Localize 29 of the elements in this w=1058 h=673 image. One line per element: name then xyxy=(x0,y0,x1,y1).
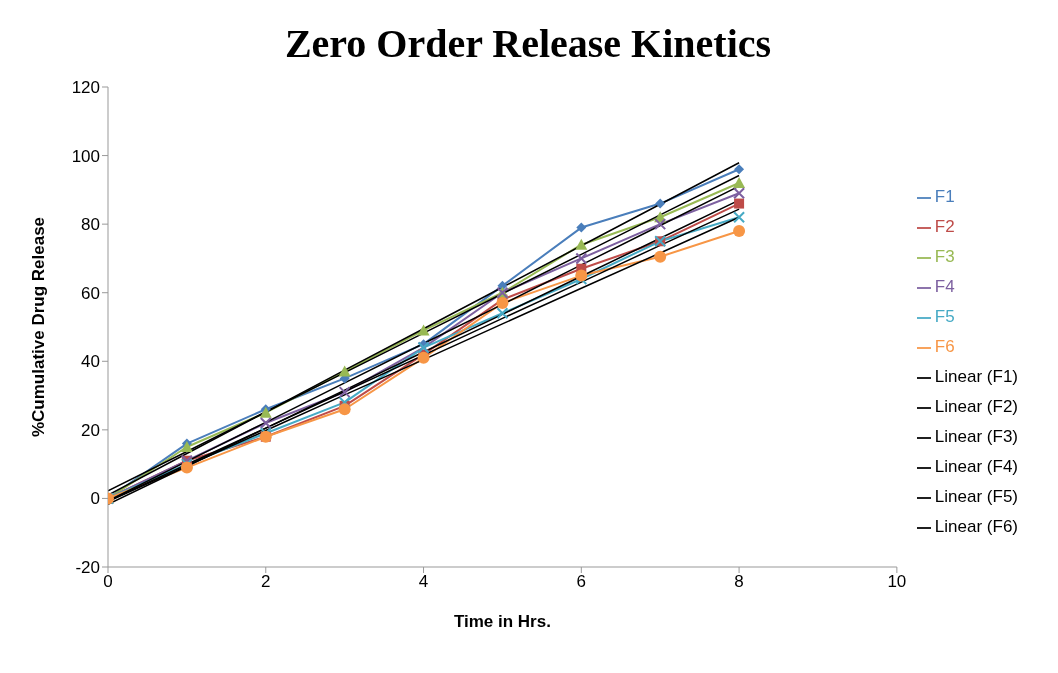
y-tick-label: 20 xyxy=(81,420,100,440)
y-tick-label: -20 xyxy=(75,558,100,578)
legend-label: F3 xyxy=(934,247,955,266)
y-axis-title: %Cumulative Drug Release xyxy=(29,216,49,438)
x-tick-label: 10 xyxy=(887,572,907,592)
chart-title: Zero Order Release Kinetics xyxy=(283,20,773,67)
legend-label: Linear (F1) xyxy=(934,367,1018,386)
legend-label: F4 xyxy=(934,277,955,296)
x-tick-label: 0 xyxy=(103,572,113,592)
y-tick-label: 40 xyxy=(81,352,100,372)
legend-label: F2 xyxy=(934,217,955,236)
legend-label: Linear (F5) xyxy=(934,487,1018,506)
legend-label: Linear (F4) xyxy=(934,457,1018,476)
legend-label: F6 xyxy=(934,337,955,356)
y-tick-label: 60 xyxy=(81,283,100,303)
x-tick-label: 6 xyxy=(576,572,587,592)
y-tick-label: 0 xyxy=(90,489,100,509)
legend-label: Linear (F3) xyxy=(934,427,1018,446)
y-tick-label: 100 xyxy=(71,146,100,166)
x-axis-title: Time in Hrs. xyxy=(453,612,551,631)
legend-label: F1 xyxy=(934,187,955,206)
legend-label: F5 xyxy=(934,307,955,326)
y-tick-label: 120 xyxy=(71,78,100,98)
legend-label: Linear (F2) xyxy=(934,397,1018,416)
y-tick-label: 80 xyxy=(81,215,100,235)
legend-label: Linear (F6) xyxy=(934,517,1018,536)
x-tick-label: 8 xyxy=(734,572,744,592)
x-tick-label: 2 xyxy=(261,572,271,592)
x-tick-label: 4 xyxy=(418,572,429,592)
